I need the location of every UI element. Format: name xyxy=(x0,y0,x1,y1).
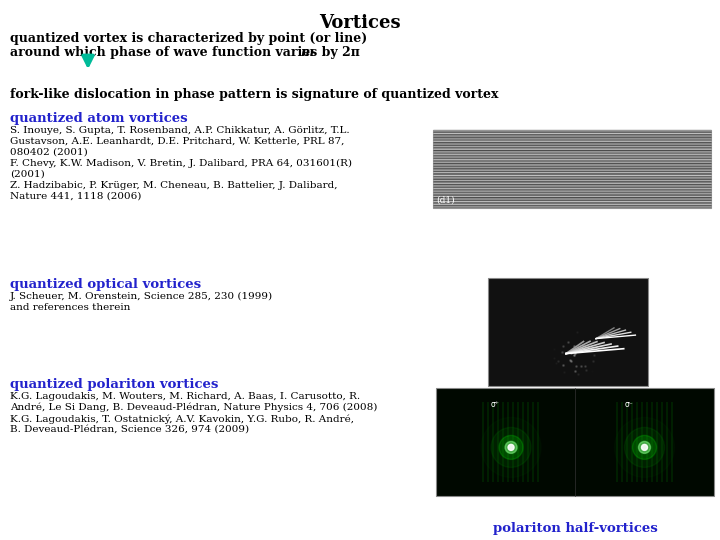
Text: quantized polariton vortices: quantized polariton vortices xyxy=(10,378,218,391)
Circle shape xyxy=(614,417,675,477)
Text: S. Inouye, S. Gupta, T. Rosenband, A.P. Chikkatur, A. Görlitz, T.L.: S. Inouye, S. Gupta, T. Rosenband, A.P. … xyxy=(10,126,350,135)
Circle shape xyxy=(642,444,647,450)
Circle shape xyxy=(632,435,657,460)
Text: Z. Hadzibabic, P. Krüger, M. Cheneau, B. Battelier, J. Dalibard,: Z. Hadzibabic, P. Krüger, M. Cheneau, B.… xyxy=(10,181,338,190)
Text: σ⁻: σ⁻ xyxy=(624,400,634,409)
Circle shape xyxy=(499,435,523,460)
Text: J. Scheuer, M. Orenstein, Science 285, 230 (1999): J. Scheuer, M. Orenstein, Science 285, 2… xyxy=(10,292,273,301)
Text: quantized atom vortices: quantized atom vortices xyxy=(10,112,188,125)
Text: Gustavson, A.E. Leanhardt, D.E. Pritchard, W. Ketterle, PRL 87,: Gustavson, A.E. Leanhardt, D.E. Pritchar… xyxy=(10,137,344,146)
Bar xyxy=(436,388,714,496)
Text: André, Le Si Dang, B. Deveaud-Plédran, Nature Physics 4, 706 (2008): André, Le Si Dang, B. Deveaud-Plédran, N… xyxy=(10,403,377,413)
Text: σ⁺: σ⁺ xyxy=(491,400,500,409)
Text: Vortices: Vortices xyxy=(319,14,401,32)
Text: (d1): (d1) xyxy=(436,196,454,205)
Text: K.G. Lagoudakis, T. Ostatnický, A.V. Kavokin, Y.G. Rubo, R. André,: K.G. Lagoudakis, T. Ostatnický, A.V. Kav… xyxy=(10,414,354,423)
Bar xyxy=(433,130,711,208)
Text: K.G. Lagoudakis, M. Wouters, M. Richard, A. Baas, I. Carusotto, R.: K.G. Lagoudakis, M. Wouters, M. Richard,… xyxy=(10,392,360,401)
Text: quantized vortex is characterized by point (or line): quantized vortex is characterized by poi… xyxy=(10,32,367,45)
Text: around which phase of wave function varies by 2π: around which phase of wave function vari… xyxy=(10,46,360,59)
Circle shape xyxy=(508,444,514,450)
Text: polariton half-vortices: polariton half-vortices xyxy=(492,522,657,535)
Text: B. Deveaud-Plédran, Science 326, 974 (2009): B. Deveaud-Plédran, Science 326, 974 (20… xyxy=(10,425,249,434)
Circle shape xyxy=(481,417,541,477)
Text: and references therein: and references therein xyxy=(10,303,130,312)
Text: m: m xyxy=(300,46,313,59)
Text: F. Chevy, K.W. Madison, V. Bretin, J. Dalibard, PRA 64, 031601(R): F. Chevy, K.W. Madison, V. Bretin, J. Da… xyxy=(10,159,352,168)
Text: (2001): (2001) xyxy=(10,170,45,179)
Text: fork-like dislocation in phase pattern is signature of quantized vortex: fork-like dislocation in phase pattern i… xyxy=(10,88,498,101)
Bar xyxy=(488,278,648,386)
Text: 080402 (2001): 080402 (2001) xyxy=(10,148,88,157)
Circle shape xyxy=(491,427,531,468)
Circle shape xyxy=(505,441,517,454)
Text: Nature 441, 1118 (2006): Nature 441, 1118 (2006) xyxy=(10,192,141,201)
Circle shape xyxy=(639,441,650,454)
Text: quantized optical vortices: quantized optical vortices xyxy=(10,278,201,291)
Circle shape xyxy=(624,427,665,468)
